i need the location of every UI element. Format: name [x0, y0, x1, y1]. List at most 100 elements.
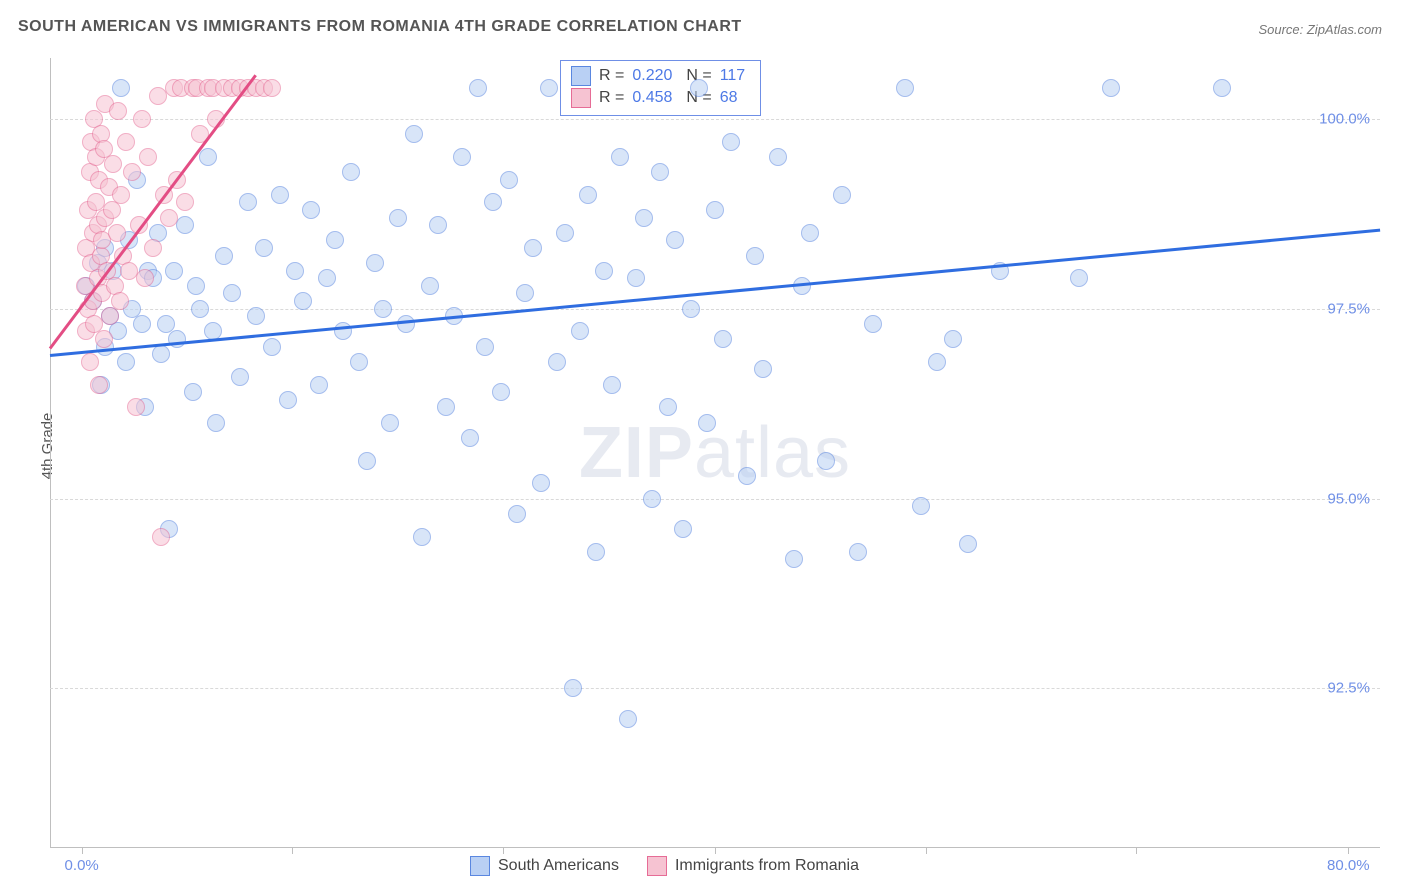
- scatter-point: [191, 300, 209, 318]
- scatter-point: [199, 148, 217, 166]
- scatter-point: [117, 353, 135, 371]
- scatter-point: [1213, 79, 1231, 97]
- scatter-point: [133, 110, 151, 128]
- scatter-point: [429, 216, 447, 234]
- scatter-point: [651, 163, 669, 181]
- scatter-point: [437, 398, 455, 416]
- scatter-point: [754, 360, 772, 378]
- scatter-point: [413, 528, 431, 546]
- scatter-point: [500, 171, 518, 189]
- scatter-point: [912, 497, 930, 515]
- scatter-point: [587, 543, 605, 561]
- scatter-point: [358, 452, 376, 470]
- y-axis-line: [50, 58, 51, 848]
- scatter-point: [123, 163, 141, 181]
- scatter-point: [579, 186, 597, 204]
- scatter-point: [342, 163, 360, 181]
- bottom-legend: South Americans Immigrants from Romania: [470, 856, 859, 876]
- scatter-point: [571, 322, 589, 340]
- scatter-point: [109, 102, 127, 120]
- legend-item: South Americans: [470, 856, 619, 876]
- xtick: [715, 848, 716, 854]
- xtick: [82, 848, 83, 854]
- scatter-point: [239, 193, 257, 211]
- stat-legend: R =0.220N =117R =0.458N =68: [560, 60, 761, 116]
- xtick: [1136, 848, 1137, 854]
- scatter-point: [1070, 269, 1088, 287]
- scatter-point: [484, 193, 502, 211]
- scatter-point: [833, 186, 851, 204]
- grid-line: [50, 499, 1380, 500]
- scatter-point: [117, 133, 135, 151]
- stat-legend-row: R =0.458N =68: [571, 87, 750, 109]
- xtick: [1348, 848, 1349, 854]
- scatter-point: [127, 398, 145, 416]
- scatter-point: [215, 247, 233, 265]
- grid-line: [50, 119, 1380, 120]
- scatter-point: [849, 543, 867, 561]
- ytick-label: 100.0%: [1319, 110, 1370, 127]
- legend-swatch: [571, 66, 591, 86]
- source-label: Source: ZipAtlas.com: [1258, 22, 1382, 37]
- scatter-point: [540, 79, 558, 97]
- r-value: 0.458: [632, 89, 678, 107]
- scatter-point: [746, 247, 764, 265]
- scatter-point: [176, 193, 194, 211]
- scatter-point: [532, 474, 550, 492]
- scatter-point: [603, 376, 621, 394]
- scatter-point: [516, 284, 534, 302]
- scatter-point: [690, 79, 708, 97]
- scatter-point: [556, 224, 574, 242]
- legend-label: Immigrants from Romania: [675, 857, 859, 875]
- scatter-point: [111, 292, 129, 310]
- scatter-point: [619, 710, 637, 728]
- scatter-point: [263, 79, 281, 97]
- scatter-point: [698, 414, 716, 432]
- scatter-point: [103, 201, 121, 219]
- scatter-point: [524, 239, 542, 257]
- scatter-point: [350, 353, 368, 371]
- scatter-point: [627, 269, 645, 287]
- watermark-bold: ZIP: [579, 413, 694, 493]
- scatter-point: [405, 125, 423, 143]
- grid-line: [50, 688, 1380, 689]
- xtick: [503, 848, 504, 854]
- scatter-point: [81, 353, 99, 371]
- scatter-point: [136, 269, 154, 287]
- scatter-point: [476, 338, 494, 356]
- scatter-point: [263, 338, 281, 356]
- scatter-point: [801, 224, 819, 242]
- scatter-point: [453, 148, 471, 166]
- scatter-point: [896, 79, 914, 97]
- scatter-point: [595, 262, 613, 280]
- n-value: 117: [720, 67, 750, 85]
- scatter-point: [231, 368, 249, 386]
- r-label: R =: [599, 89, 624, 107]
- scatter-point: [785, 550, 803, 568]
- legend-swatch: [470, 856, 490, 876]
- ytick-label: 97.5%: [1327, 300, 1370, 317]
- r-label: R =: [599, 67, 624, 85]
- scatter-point: [294, 292, 312, 310]
- scatter-point: [508, 505, 526, 523]
- scatter-point: [928, 353, 946, 371]
- scatter-point: [381, 414, 399, 432]
- legend-swatch: [571, 88, 591, 108]
- r-value: 0.220: [632, 67, 678, 85]
- plot-area: ZIPatlas R =0.220N =117R =0.458N =68 Sou…: [50, 58, 1380, 848]
- scatter-point: [286, 262, 304, 280]
- scatter-point: [144, 239, 162, 257]
- scatter-point: [133, 315, 151, 333]
- xtick: [292, 848, 293, 854]
- scatter-point: [714, 330, 732, 348]
- scatter-point: [817, 452, 835, 470]
- stat-legend-row: R =0.220N =117: [571, 65, 750, 87]
- xtick-label: 0.0%: [65, 857, 99, 874]
- scatter-point: [461, 429, 479, 447]
- scatter-point: [318, 269, 336, 287]
- scatter-point: [108, 224, 126, 242]
- scatter-point: [421, 277, 439, 295]
- scatter-point: [139, 148, 157, 166]
- scatter-point: [769, 148, 787, 166]
- scatter-point: [101, 307, 119, 325]
